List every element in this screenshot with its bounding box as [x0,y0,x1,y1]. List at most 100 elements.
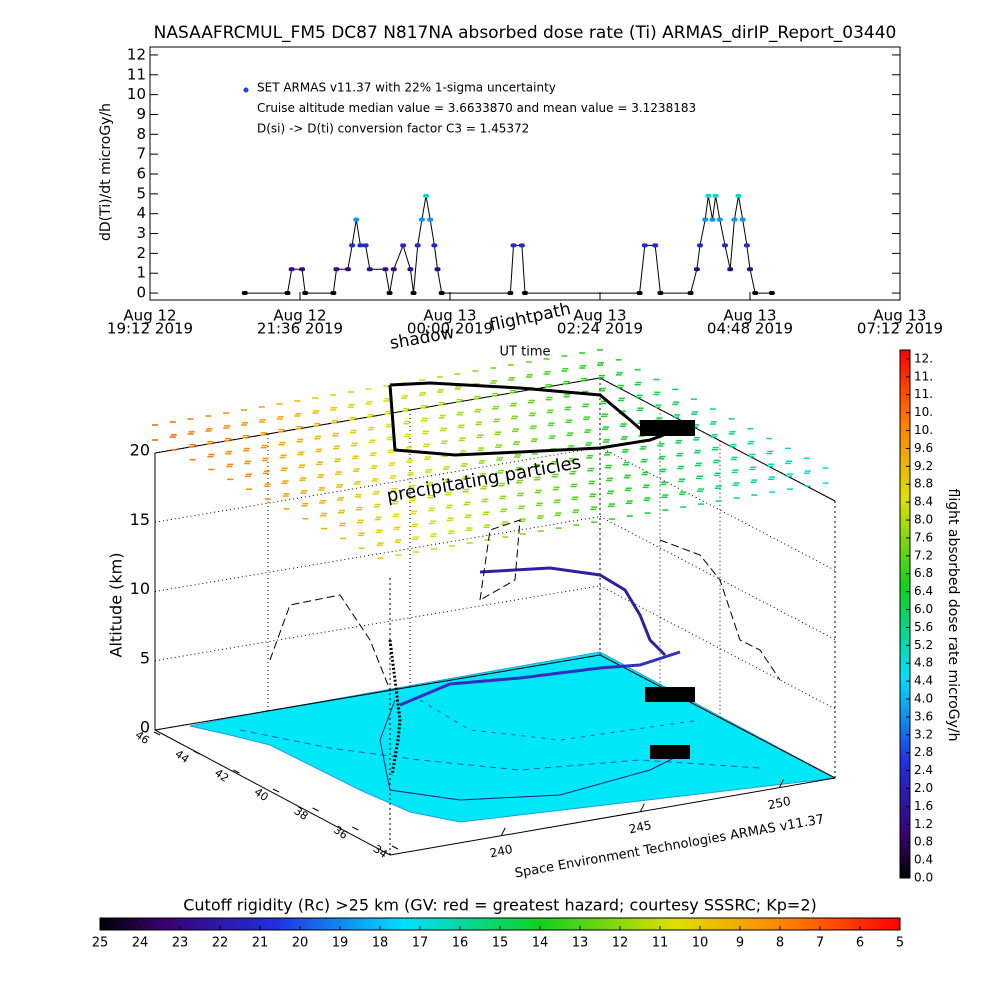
data-point [709,217,716,222]
y-tick-label: 5 [136,184,146,202]
y-tick-label: 10 [127,85,146,103]
colorbar-tick-label: 10. [914,423,933,437]
lat-tick-label: 38 [291,804,310,823]
colorbar-tick-label: 6.8 [914,566,933,580]
z-grid [154,446,601,523]
data-point [353,217,360,222]
y-tick-label: 0 [136,284,146,302]
data-line [244,195,772,294]
z-grid [154,516,601,592]
x-tick-label: 21:36 2019 [257,320,343,338]
data-point [507,291,514,296]
data-point [333,267,340,272]
data-point [349,243,356,248]
lat-tick [391,845,399,850]
y-tick-label: 4 [136,204,146,222]
colorbar-tick-label: 24 [132,936,149,951]
map-detail [419,699,701,741]
data-point [722,243,728,248]
data-point [241,291,248,296]
colorbar-tick-label: 2.4 [914,763,933,777]
colorbar-tick-label: 7.2 [914,548,933,562]
lat-tick [153,731,161,736]
y-tick-label: 9 [136,105,146,123]
lat-tick-label: 44 [172,747,191,766]
colorbar-tick-label: 0.0 [914,871,933,885]
colorbar-tick-label: 22 [212,936,229,951]
data-point [727,267,734,272]
x-tick-label: 04:48 2019 [707,320,793,338]
data-point [414,243,421,248]
data-point [705,193,712,198]
ground-track [379,699,691,801]
colorbar-tick-label: 12. [914,351,933,365]
lat-tick [233,769,240,774]
colorbar-tick-label: 8.4 [914,495,933,509]
colorbar-tick-label: 16 [452,936,469,951]
y-axis-label: dD(Ti)/dt microGy/h [98,103,114,241]
data-point [735,193,742,198]
z-grid [154,654,601,731]
data-point [641,243,648,248]
data-point [390,267,397,272]
box-edge [389,777,836,856]
colorbar-tick-label: 10. [914,405,933,419]
data-point [743,243,750,248]
legend-marker [243,87,249,93]
colorbar-tick-label: 6.0 [914,602,933,616]
lon-tick [500,827,506,836]
colorbar-tick-label: 19 [332,936,349,951]
data-point [330,291,337,296]
z-tick-label: 10 [130,579,150,598]
z-tick-label: 0 [140,718,150,737]
legend-text: SET ARMAS v11.37 with 22% 1-sigma uncert… [257,81,556,95]
colorbar-tick-label: 3.2 [914,727,933,741]
colorbar-tick-label: 14 [532,936,549,951]
shadow-track [269,594,391,691]
x-tick-label: Aug 12 [123,307,176,325]
colorbar-tick-label: 18 [372,936,389,951]
colorbar-tick-label: 11 [652,936,669,951]
z-tick-label: 5 [140,648,150,667]
z-grid [599,654,836,779]
lat-tick-label: 40 [252,785,271,804]
z-grid [599,377,836,502]
data-point [400,243,407,248]
data-point [518,243,525,248]
legend-text: D(si) -> D(ti) conversion factor C3 = 1.… [257,122,529,136]
colorbar-tick-label: 25 [92,936,109,951]
data-point [712,193,719,198]
x-tick-label: 19:12 2019 [107,320,193,338]
data-point [702,217,709,222]
colorbar-tick-label: 13 [572,936,589,951]
data-point [752,291,759,296]
map-detail [239,729,761,771]
colorbar-tick-label: 0.4 [914,853,933,867]
colorbar-tick-label: 4.4 [914,674,933,688]
chart-title: NASAAFRCMUL_FM5 DC87 N817NA absorbed dos… [154,23,897,43]
lon-tick [639,803,645,812]
data-point [357,243,364,248]
data-point [522,291,528,296]
data-point [657,291,664,296]
colorbar-tick-label: 6.4 [914,584,933,598]
z-axis-label: Altitude (km) [107,553,126,658]
lon-tick-label: 240 [488,842,513,860]
lon-tick-label: 250 [767,794,792,812]
x-tick-label: Aug 13 [723,307,776,325]
z-tick-label: 15 [130,510,150,529]
data-point [423,193,430,198]
data-point [386,291,393,296]
colorbar-label: flight absorbed dose rate microGy/h [945,489,961,742]
data-point [362,243,369,248]
data-point [284,291,291,296]
data-point [407,267,414,272]
lat-tick [312,807,319,812]
z-grid [599,516,836,640]
y-tick-label: 7 [136,145,146,163]
dose-cluster [640,420,695,436]
y-tick-label: 11 [127,65,146,83]
z-grid [599,585,836,710]
colorbar-tick-label: 11. [914,369,933,383]
